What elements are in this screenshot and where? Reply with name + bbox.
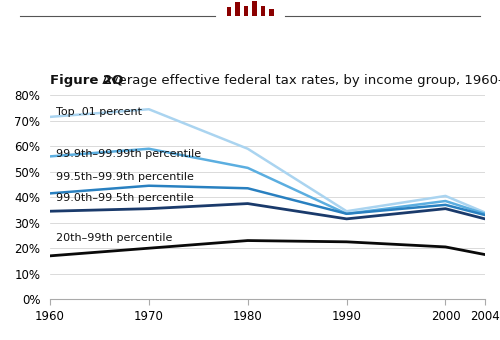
FancyBboxPatch shape [270, 9, 274, 16]
FancyBboxPatch shape [244, 5, 248, 16]
FancyBboxPatch shape [252, 1, 257, 16]
Text: Figure 2Q: Figure 2Q [50, 74, 124, 87]
Text: Top .01 percent: Top .01 percent [56, 107, 142, 117]
Text: 99.9th–99.99th percentile: 99.9th–99.99th percentile [56, 149, 201, 159]
Text: 20th–99th percentile: 20th–99th percentile [56, 233, 172, 243]
FancyBboxPatch shape [227, 7, 231, 16]
Text: 99.0th–99.5th percentile: 99.0th–99.5th percentile [56, 193, 194, 203]
Text: 99.5th–99.9th percentile: 99.5th–99.9th percentile [56, 172, 194, 182]
Text: Average effective federal tax rates, by income group, 1960–2004: Average effective federal tax rates, by … [98, 74, 500, 87]
FancyBboxPatch shape [236, 2, 240, 16]
FancyBboxPatch shape [261, 5, 266, 16]
